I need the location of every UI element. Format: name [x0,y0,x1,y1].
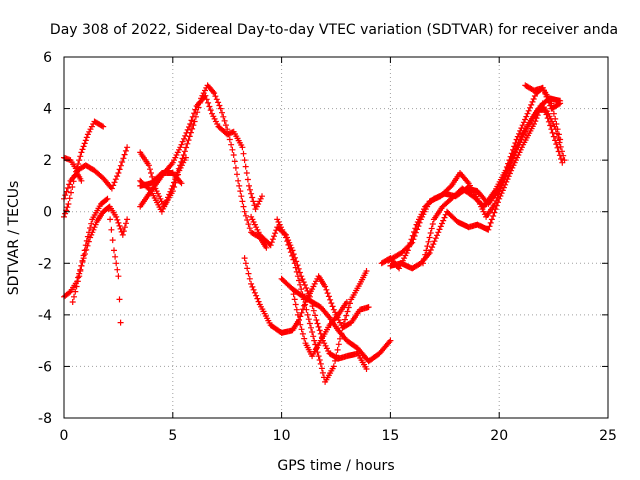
data-markers [69,195,124,326]
data-markers [137,170,185,189]
series-trace-7 [137,92,265,213]
data-markers [137,149,189,210]
series-trace-8 [137,149,189,210]
y-tick-label: -4 [38,308,52,324]
y-tick-label: 2 [43,153,52,169]
y-tick-label: -8 [38,411,52,427]
data-markers [248,213,370,372]
x-tick-label: 5 [168,428,177,444]
data-markers [289,286,350,360]
y-tick-label: -6 [38,359,52,375]
tick-labels: 0 5 10 15 20 25 -8 -6 -4 -2 0 2 4 6 [38,50,617,444]
chart-title: Day 308 of 2022, Sidereal Day-to-day VTE… [50,22,618,38]
x-axis-label: GPS time / hours [277,458,394,474]
x-tick-label: 25 [599,428,617,444]
y-tick-label: 6 [43,50,52,66]
data-markers [387,100,566,272]
y-tick-label: 4 [43,102,52,118]
series-trace-17 [387,100,566,272]
axis-ticks [63,56,609,419]
x-tick-label: 10 [273,428,291,444]
data-markers [522,82,564,112]
y-axis-label: SDTVAR / TECUs [6,181,22,296]
series-trace-19 [522,82,564,112]
plot-frame [63,56,609,419]
x-tick-label: 20 [490,428,508,444]
series-trace-10 [248,213,370,372]
data-markers [278,275,394,365]
data-series [61,82,568,385]
series-trace-5 [69,195,124,326]
series-trace-9 [137,170,185,189]
series-trace-13 [278,275,394,365]
y-tick-label: -2 [38,256,52,272]
series-trace-14 [289,286,350,360]
data-markers [137,92,265,213]
x-tick-label: 15 [381,428,399,444]
x-tick-label: 0 [60,428,69,444]
y-tick-label: 0 [43,205,52,221]
